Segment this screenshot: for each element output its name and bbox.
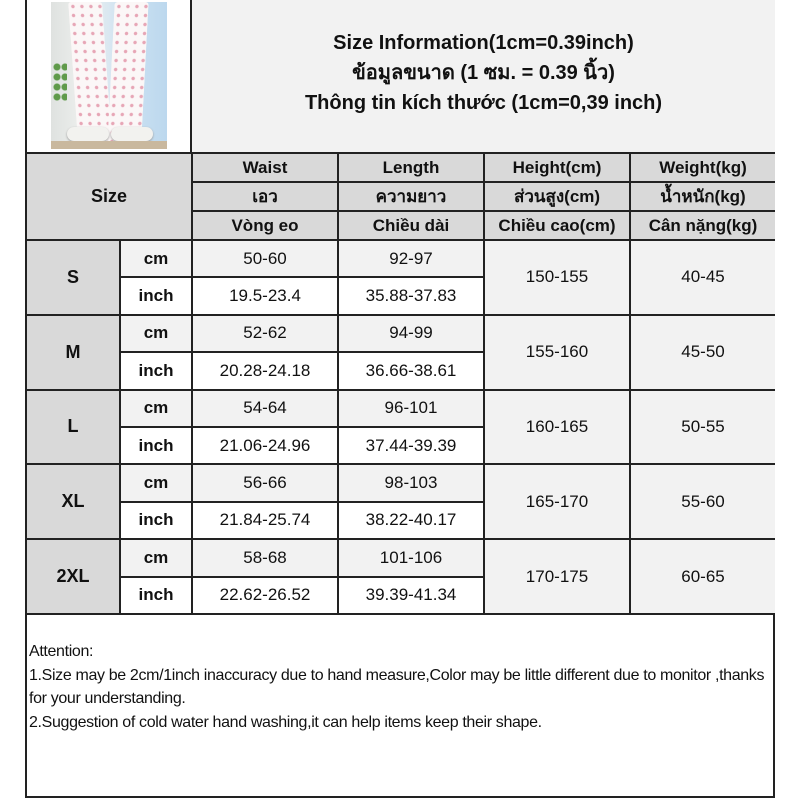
table-row-cm: XL cm 56-66 98-103 165-170 55-60	[27, 463, 775, 541]
header-length-vi: Chiều dài	[337, 210, 485, 241]
height-range: 165-170	[483, 463, 631, 541]
length-cm: 92-97	[337, 238, 485, 279]
title-vietnamese: Thông tin kích thước (1cm=0,39 inch)	[304, 92, 663, 114]
waist-cm: 56-66	[191, 463, 339, 503]
waist-cm: 50-60	[191, 238, 339, 279]
height-range: 155-160	[483, 313, 631, 391]
header-length-en: Length	[337, 152, 485, 183]
header-weight-th: น้ำหนัก(kg)	[629, 181, 775, 212]
weight-range: 50-55	[629, 388, 775, 466]
unit-cm: cm	[119, 238, 193, 279]
unit-inch: inch	[120, 351, 193, 391]
waist-cm: 58-68	[191, 538, 339, 578]
waist-cm: 54-64	[191, 388, 339, 428]
unit-cm: cm	[119, 388, 193, 428]
length-cm: 94-99	[337, 313, 485, 354]
length-inch: 35.88-37.83	[337, 276, 484, 316]
floor	[51, 141, 167, 149]
header-height-vi: Chiều cao(cm)	[483, 210, 631, 241]
unit-inch: inch	[120, 575, 193, 615]
waist-inch: 21.06-24.96	[191, 425, 339, 466]
height-range: 150-155	[483, 239, 631, 316]
header-weight-vi: Cân nặng(kg)	[629, 210, 775, 241]
table-row-inch: inch 21.84-25.74 38.22-40.17	[27, 500, 775, 541]
unit-cm: cm	[119, 313, 193, 354]
title-block: Size Information(1cm=0.39inch) ข้อมูลขนา…	[192, 0, 775, 152]
attention-note-1: 1.Size may be 2cm/1inch inaccuracy due t…	[29, 666, 769, 708]
header-height-th: ส่วนสูง(cm)	[483, 181, 631, 212]
table-row-inch: inch 22.62-26.52 39.39-41.34	[27, 575, 775, 615]
size-table: Size Waist Length Height(cm) Weight(kg) …	[27, 152, 775, 615]
weight-range: 45-50	[629, 313, 775, 391]
waist-inch: 19.5-23.4	[191, 276, 339, 316]
plant-decoration	[53, 62, 67, 102]
unit-cm: cm	[119, 463, 193, 503]
attention-note-2: 2.Suggestion of cold water hand washing,…	[29, 713, 542, 731]
length-inch: 39.39-41.34	[337, 575, 484, 615]
unit-cm: cm	[119, 538, 193, 578]
length-inch: 38.22-40.17	[337, 500, 484, 541]
size-label: XL	[27, 463, 121, 541]
height-range: 170-175	[483, 538, 631, 615]
length-inch: 36.66-38.61	[337, 351, 484, 391]
size-label: 2XL	[27, 538, 121, 615]
length-cm: 101-106	[337, 538, 485, 578]
table-row-inch: inch 20.28-24.18 36.66-38.61	[27, 351, 775, 391]
unit-inch: inch	[120, 425, 193, 466]
header-length-th: ความยาว	[337, 181, 485, 212]
size-chart: Size Information(1cm=0.39inch) ข้อมูลขนา…	[25, 0, 775, 798]
header-weight-en: Weight(kg)	[629, 152, 775, 183]
title-english: Size Information(1cm=0.39inch)	[333, 32, 634, 54]
waist-inch: 21.84-25.74	[191, 500, 339, 541]
attention-label: Attention:	[29, 643, 94, 660]
unit-inch: inch	[120, 500, 193, 541]
pant-leg-left	[68, 2, 112, 142]
header-waist-th: เอว	[192, 181, 339, 212]
height-range: 160-165	[483, 388, 631, 466]
length-cm: 98-103	[337, 463, 485, 503]
waist-inch: 20.28-24.18	[191, 351, 339, 391]
weight-range: 55-60	[629, 463, 775, 541]
pant-leg-right	[107, 2, 149, 142]
header-height-en: Height(cm)	[483, 152, 631, 183]
table-row-inch: inch 21.06-24.96 37.44-39.39	[27, 425, 775, 466]
shoe-left	[67, 127, 109, 141]
table-row-cm: 2XL cm 58-68 101-106 170-175 60-65	[27, 538, 775, 615]
shoe-right	[111, 127, 153, 141]
length-cm: 96-101	[337, 388, 485, 428]
waist-inch: 22.62-26.52	[191, 575, 339, 615]
table-row-inch: inch 19.5-23.4 35.88-37.83	[27, 276, 775, 316]
unit-inch: inch	[120, 276, 193, 316]
weight-range: 60-65	[629, 538, 775, 615]
size-label: L	[27, 388, 121, 466]
header-waist-en: Waist	[191, 152, 339, 183]
product-photo-cell	[27, 0, 192, 152]
title-thai: ข้อมูลขนาด (1 ซม. = 0.39 นิ้ว)	[352, 62, 615, 84]
size-header: Size	[27, 152, 193, 241]
size-label: S	[27, 239, 121, 316]
length-inch: 37.44-39.39	[337, 425, 484, 466]
weight-range: 40-45	[629, 239, 775, 316]
waist-cm: 52-62	[191, 313, 339, 354]
product-photo	[51, 2, 167, 149]
size-label: M	[27, 313, 121, 391]
header-waist-vi: Vòng eo	[192, 210, 339, 241]
attention-notes: Attention: 1.Size may be 2cm/1inch inacc…	[27, 638, 773, 736]
